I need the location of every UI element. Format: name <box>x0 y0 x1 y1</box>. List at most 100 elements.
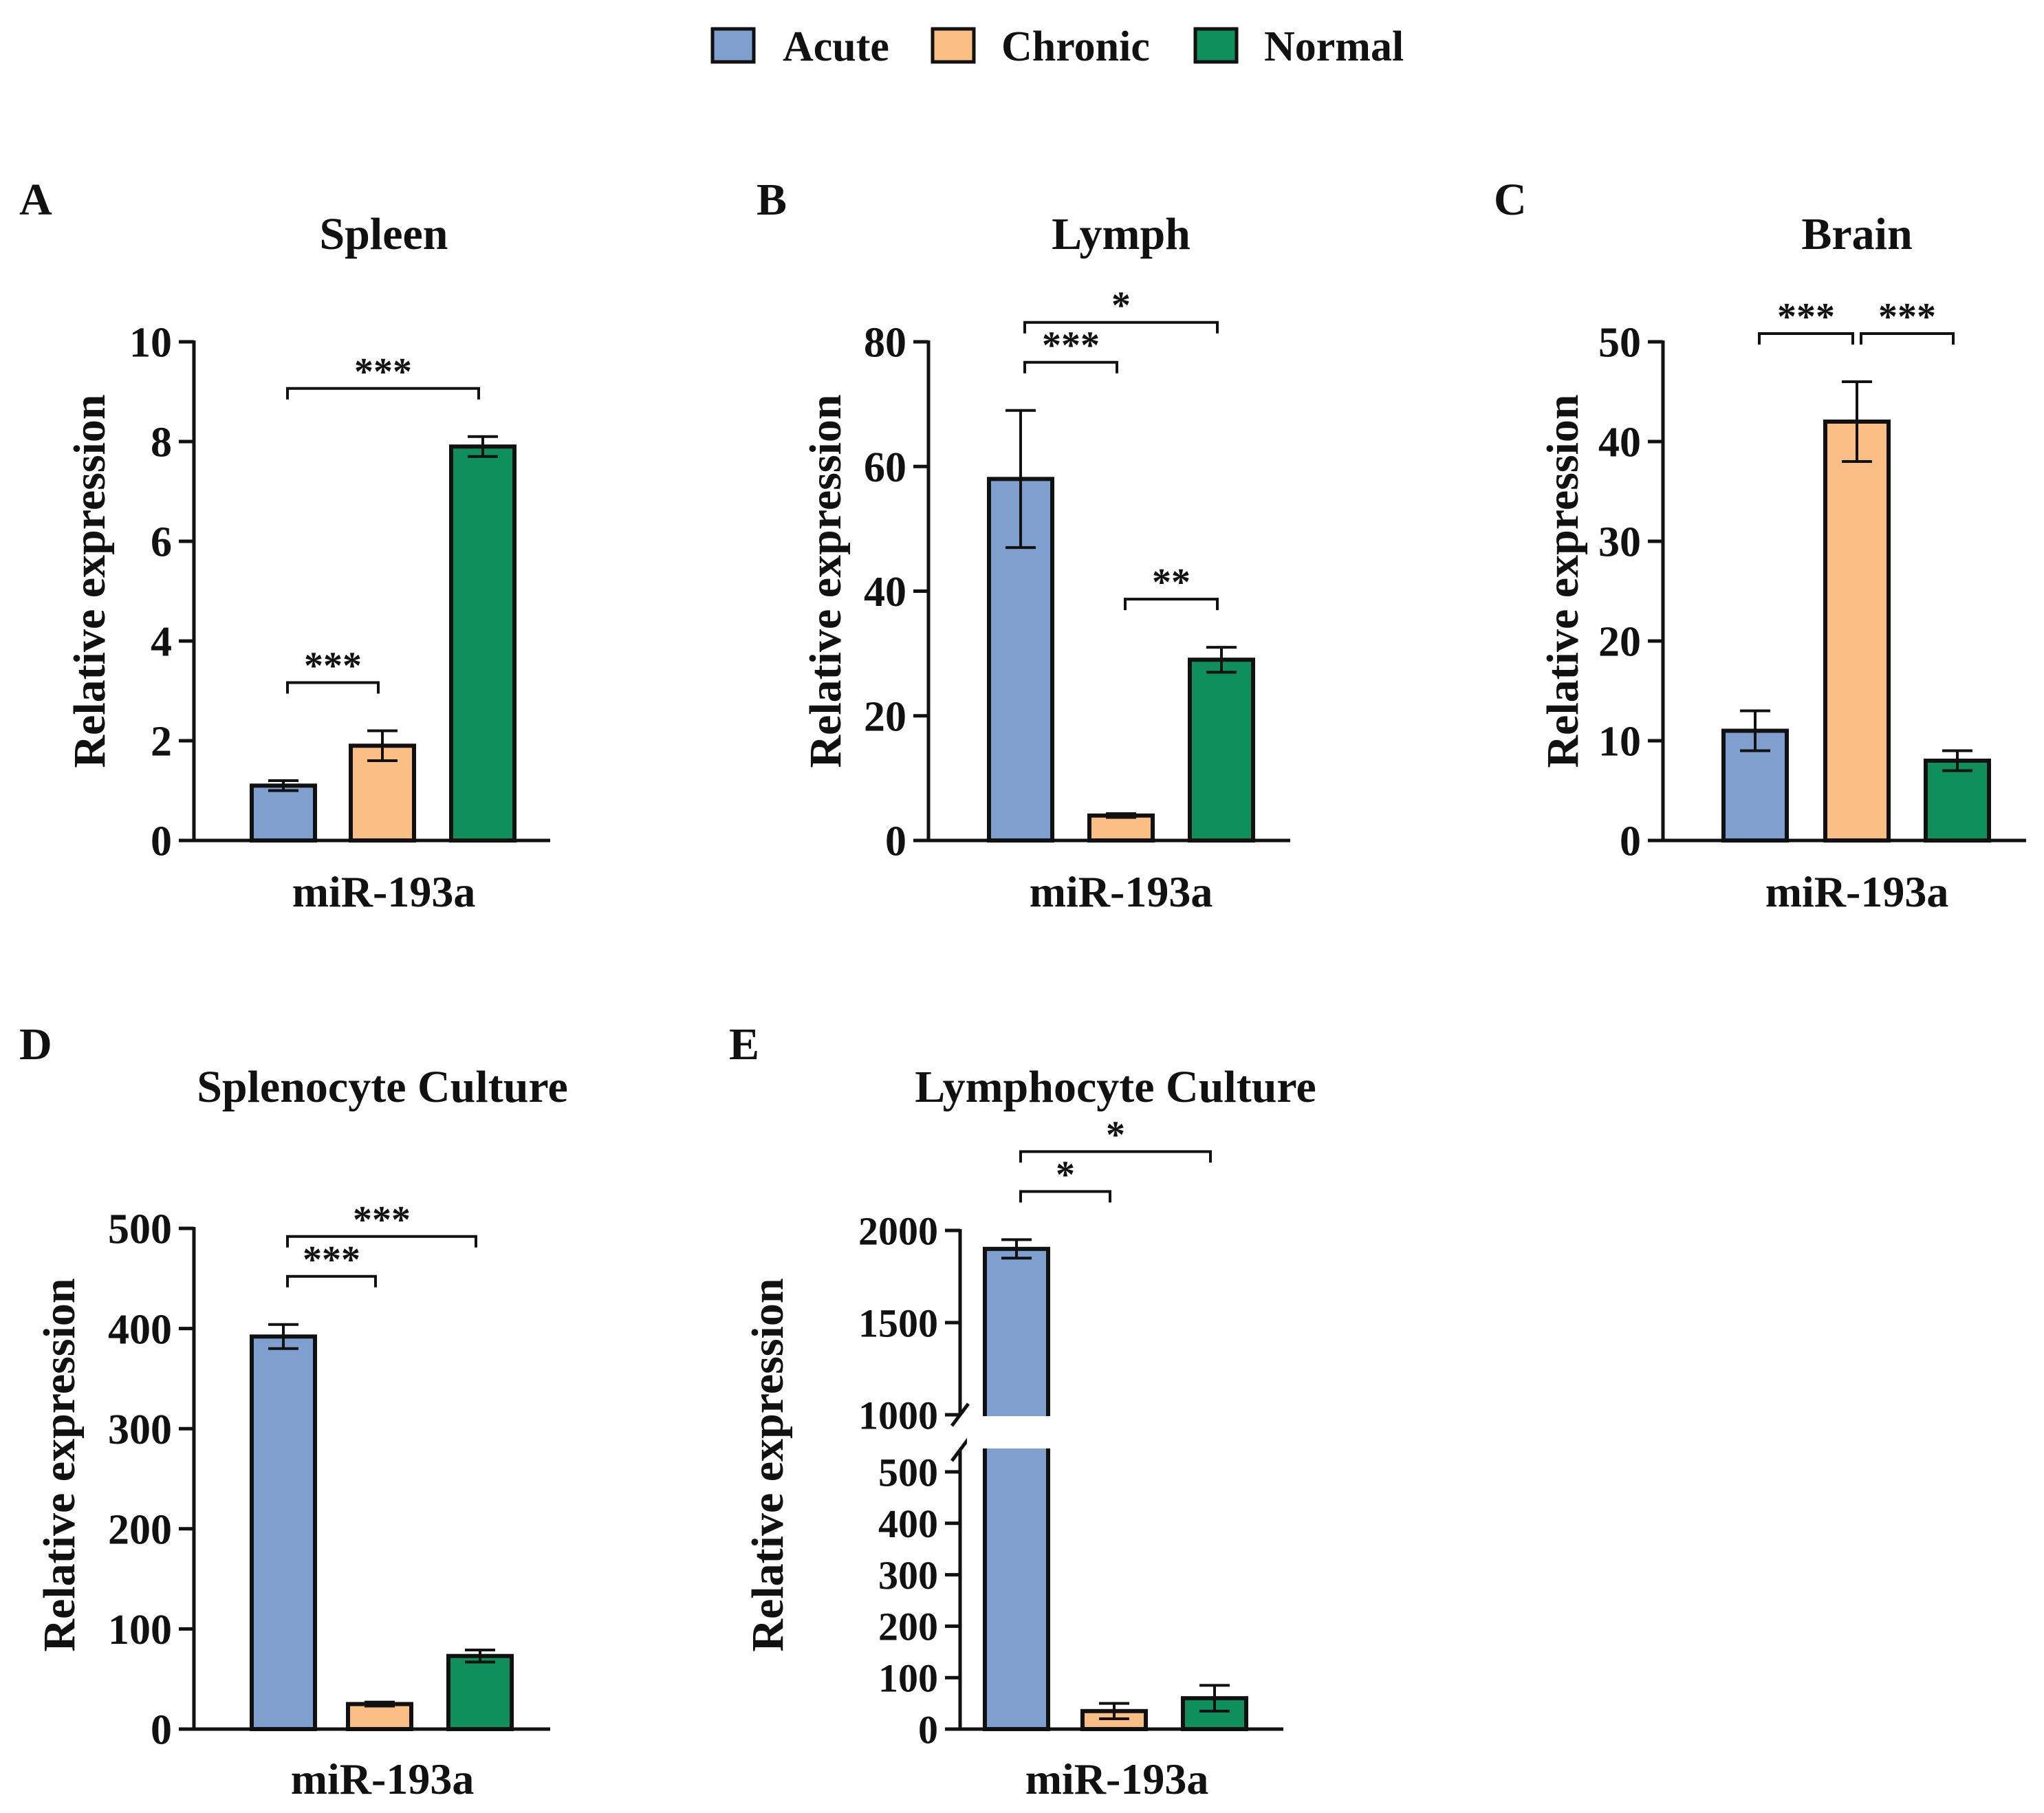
y-tick-label: 80 <box>864 320 906 367</box>
y-tick-label: 300 <box>878 1553 938 1598</box>
bar-chronic <box>346 1702 413 1732</box>
y-tick-label: 300 <box>108 1407 172 1453</box>
significance-bracket: *** <box>286 645 380 694</box>
legend-label-acute: Acute <box>783 23 889 70</box>
legend-label-normal: Normal <box>1264 23 1404 70</box>
bracket-line <box>1758 332 1854 345</box>
plot-spleen: 0 2 4 6 8 10 *** *** <box>129 320 550 865</box>
panel-c: C Brain Relative expression miR-193a 0 10… <box>1494 175 2026 916</box>
bracket-line <box>286 681 380 694</box>
y-tick-label: 8 <box>151 420 172 466</box>
y-tick-label: 200 <box>108 1507 172 1554</box>
bracket-line <box>1023 321 1219 334</box>
x-axis-label: miR-193a <box>291 1755 475 1803</box>
significance-bracket: *** <box>286 1199 477 1248</box>
significance-bracket: *** <box>1758 296 1854 345</box>
significance-label: *** <box>354 351 412 393</box>
legend-label-chronic: Chronic <box>1001 23 1150 70</box>
y-tick-label: 0 <box>151 1707 172 1754</box>
significance-bracket: * <box>1023 285 1219 334</box>
y-tick-label: 20 <box>1598 619 1641 666</box>
plot-splenocyte-culture: 0 100 200 300 400 500 ****** <box>108 1199 550 1754</box>
y-axis-label: Relative expression <box>34 1278 85 1651</box>
bar-normal <box>446 1653 514 1731</box>
panel-a: A Spleen Relative expression miR-193a 0 2… <box>19 175 550 916</box>
bracket-line <box>1860 332 1955 345</box>
significance-label: * <box>1111 285 1131 327</box>
y-tick-label: 1000 <box>858 1393 938 1437</box>
bar-chronic <box>1087 813 1155 843</box>
plot-brain: 0 10 20 30 40 50 *** *** <box>1598 296 2026 865</box>
error-bar-normal <box>465 1648 495 1664</box>
significance-bracket: *** <box>286 351 480 400</box>
chart-title-spleen: Spleen <box>319 209 448 259</box>
significance-bracket: *** <box>1023 325 1118 373</box>
error-bar-acute <box>1740 709 1770 752</box>
error-bar-acute <box>1005 409 1036 550</box>
x-axis-label: miR-193a <box>1025 1755 1209 1803</box>
bracket-line <box>1124 598 1219 611</box>
y-tick-label: 6 <box>151 519 172 566</box>
legend-swatch-acute <box>710 27 756 64</box>
y-tick-label: 400 <box>108 1306 172 1353</box>
panel-d: D Splenocyte Culture Relative expression… <box>19 1019 568 1803</box>
panel-e: E Lymphocyte Culture Relative expression… <box>729 1019 1316 1803</box>
significance-label: *** <box>1777 296 1835 338</box>
y-tick-label: 10 <box>129 320 172 367</box>
significance-label: * <box>1056 1153 1075 1196</box>
panel-letter-c: C <box>1494 175 1527 225</box>
y-tick-label: 40 <box>1598 420 1641 466</box>
error-bar-chronic <box>1099 1702 1129 1721</box>
error-bar-normal <box>1942 749 1972 772</box>
legend: Acute Chronic Normal <box>710 23 1404 70</box>
bar-normal <box>449 444 517 843</box>
y-tick-label: 60 <box>864 444 906 491</box>
y-tick-label: 10 <box>1598 719 1641 766</box>
bracket-line <box>286 1235 477 1248</box>
x-axis-label: miR-193a <box>1030 867 1213 916</box>
bar-chronic <box>1823 420 1891 843</box>
bracket-line <box>286 387 480 400</box>
bar-acute <box>983 1246 1050 1732</box>
panel-b: B Lymph Relative expression miR-193a 0 20… <box>757 175 1290 916</box>
y-axis-label: Relative expression <box>65 394 115 768</box>
y-tick-label: 500 <box>108 1206 172 1253</box>
significance-label: *** <box>304 645 362 688</box>
significance-label: *** <box>303 1239 360 1281</box>
y-tick-label: 100 <box>108 1607 172 1653</box>
significance-label: *** <box>353 1199 411 1241</box>
y-axis-label: Relative expression <box>743 1278 793 1651</box>
bar-acute <box>250 1334 317 1732</box>
y-tick-label: 30 <box>1598 519 1641 566</box>
chart-title-lymphocyte-culture: Lymphocyte Culture <box>915 1062 1316 1112</box>
bar-acute <box>250 783 317 843</box>
significance-label: ** <box>1152 561 1190 604</box>
significance-bracket: *** <box>1860 296 1955 345</box>
error-bar-acute <box>268 1323 298 1350</box>
legend-swatch-normal <box>1193 27 1239 64</box>
y-tick-label: 400 <box>878 1501 938 1546</box>
plot-lymphocyte-culture: 0 100 200 300 400 500 1000 1500 2000 * * <box>858 1114 1283 1752</box>
bracket-line <box>1019 1150 1212 1163</box>
panel-letter-a: A <box>19 175 52 225</box>
bar-normal <box>1188 658 1255 843</box>
error-bar-chronic <box>1842 380 1872 463</box>
error-bar-chronic <box>365 1700 395 1708</box>
chart-title-lymph: Lymph <box>1052 209 1190 259</box>
y-tick-label: 0 <box>885 818 906 865</box>
y-axis-label: Relative expression <box>801 394 851 768</box>
y-tick-label: 0 <box>1620 818 1641 865</box>
significance-bracket: *** <box>286 1239 377 1288</box>
bar-normal <box>1924 759 1991 843</box>
error-bar-chronic <box>1106 812 1136 819</box>
bracket-line <box>1019 1190 1111 1203</box>
error-bar-acute <box>1001 1238 1032 1260</box>
y-tick-label: 40 <box>864 569 906 616</box>
y-tick-label: 0 <box>151 818 172 865</box>
panel-letter-d: D <box>19 1019 52 1070</box>
error-bar-acute <box>268 779 298 792</box>
x-axis-label: miR-193a <box>292 867 476 916</box>
y-tick-label: 0 <box>918 1707 938 1752</box>
